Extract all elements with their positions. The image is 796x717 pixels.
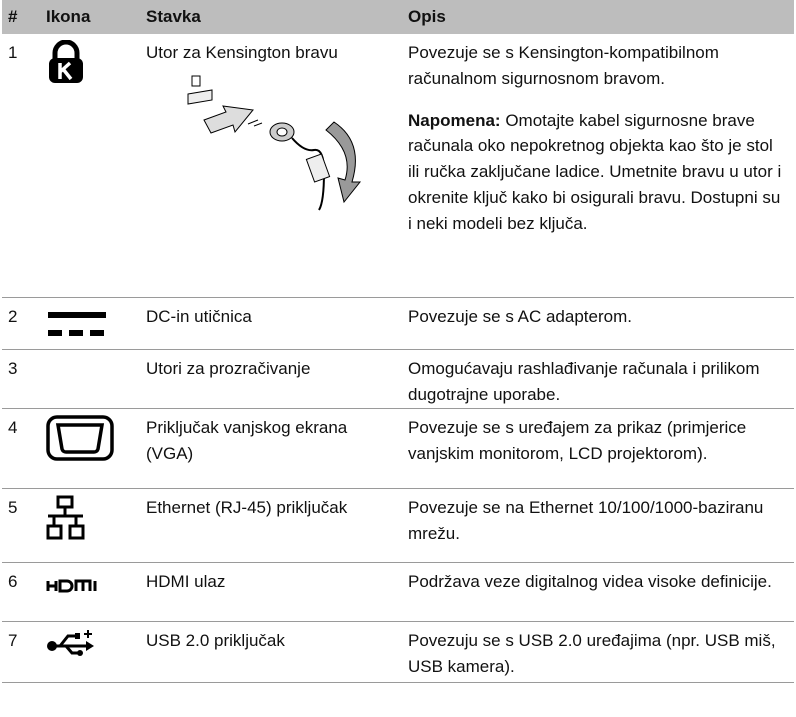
header-cell: Opis xyxy=(402,0,794,34)
item-cell: Utori za prozračivanje xyxy=(140,349,402,409)
item-cell: DC-in utičnica xyxy=(140,297,402,351)
hdmi-icon xyxy=(46,579,97,593)
table-row: 4 Priključak vanjskog ekrana (VGA) Povezuj… xyxy=(2,408,794,489)
description: Omogućavaju rashlađivanje računala i pri… xyxy=(408,359,760,405)
lock-icon xyxy=(49,39,83,83)
note-text: Omotajte kabel sigurnosne brave računala… xyxy=(408,110,782,233)
table-row: 5 Ethernet (RJ-45) priključak Povezuje se … xyxy=(2,488,794,563)
ethernet-icon xyxy=(46,495,85,540)
header-row: # Ikona Stavka Opis xyxy=(2,0,794,34)
table-row: 7 USB 2.0 priključak Povezuju se s USB 2.0… xyxy=(2,621,794,683)
description: Povezuje se s AC adapterom. xyxy=(408,306,632,326)
row-number: 1 xyxy=(2,34,40,298)
icon-cell xyxy=(40,297,140,351)
description-cell: Povezuje se s Kensington-kompatibilnom r… xyxy=(402,34,794,298)
table: # Ikona Stavka Opis 1 Utor za Kensington … xyxy=(2,0,794,683)
kensington-illustration xyxy=(187,75,362,211)
description-cell: Podržava veze digitalnog videa visoke de… xyxy=(402,562,794,622)
item-name: Ethernet (RJ-45) priključak xyxy=(146,497,348,517)
description: Povezuju se s USB 2.0 uređajima (npr. US… xyxy=(408,630,776,676)
row-number: 2 xyxy=(2,297,40,351)
item-cell: USB 2.0 priključak xyxy=(140,621,402,683)
item-name: Priključak vanjskog ekrana (VGA) xyxy=(146,417,348,463)
table-row: 2 DC-in utičnica Povezuje se s AC adaptero… xyxy=(2,297,794,351)
item-cell: Priključak vanjskog ekrana (VGA) xyxy=(140,408,402,489)
icon-cell xyxy=(40,488,140,563)
icon-cell xyxy=(40,34,140,298)
table-row: 3 Utori za prozračivanje Omogućavaju rashl… xyxy=(2,349,794,409)
item-name: USB 2.0 priključak xyxy=(146,630,285,650)
row-number: 6 xyxy=(2,562,40,622)
header-cell: Stavka xyxy=(140,0,402,34)
row-number: 7 xyxy=(2,621,40,683)
item-cell: HDMI ulaz xyxy=(140,562,402,622)
row-number: 5 xyxy=(2,488,40,563)
item-name: Utori za prozračivanje xyxy=(146,359,311,379)
header-cell: Ikona xyxy=(40,0,140,34)
table-row: 6 HDMI ulaz Podržava veze digitalnog videa… xyxy=(2,562,794,622)
table-body: 1 Utor za Kensington bravu Povezuje se s K… xyxy=(2,34,794,683)
description: Povezuje se na Ethernet 10/100/1000-bazi… xyxy=(408,497,764,543)
item-cell: Ethernet (RJ-45) priključak xyxy=(140,488,402,563)
note: Napomena: Omotajte kabel sigurnosne brav… xyxy=(408,108,788,237)
description-cell: Povezuje se s uređajem za prikaz (primje… xyxy=(402,408,794,489)
description: Povezuje se s uređajem za prikaz (primje… xyxy=(408,417,747,463)
item-name: Utor za Kensington bravu xyxy=(146,43,338,62)
item-name: DC-in utičnica xyxy=(146,306,252,326)
description-cell: Omogućavaju rashlađivanje računala i pri… xyxy=(402,349,794,409)
header-cell: # xyxy=(2,0,40,34)
icon-cell xyxy=(40,349,140,409)
dc-icon xyxy=(48,311,106,336)
description-cell: Povezuje se s AC adapterom. xyxy=(402,297,794,351)
table-row: 1 Utor za Kensington bravu Povezuje se s K… xyxy=(2,34,794,298)
icon-cell xyxy=(40,408,140,489)
vga-icon xyxy=(46,415,114,461)
description-cell: Povezuje se na Ethernet 10/100/1000-bazi… xyxy=(402,488,794,563)
icon-cell xyxy=(40,621,140,683)
item-name: HDMI ulaz xyxy=(146,571,226,591)
row-number: 4 xyxy=(2,408,40,489)
usb-icon xyxy=(47,629,94,656)
description: Podržava veze digitalnog videa visoke de… xyxy=(408,571,772,591)
note-label: Napomena: xyxy=(408,110,501,130)
description: Povezuje se s Kensington-kompatibilnom r… xyxy=(408,43,719,88)
row-number: 3 xyxy=(2,349,40,409)
description-cell: Povezuju se s USB 2.0 uređajima (npr. US… xyxy=(402,621,794,683)
icon-cell xyxy=(40,562,140,622)
item-cell: Utor za Kensington bravu xyxy=(140,34,402,298)
